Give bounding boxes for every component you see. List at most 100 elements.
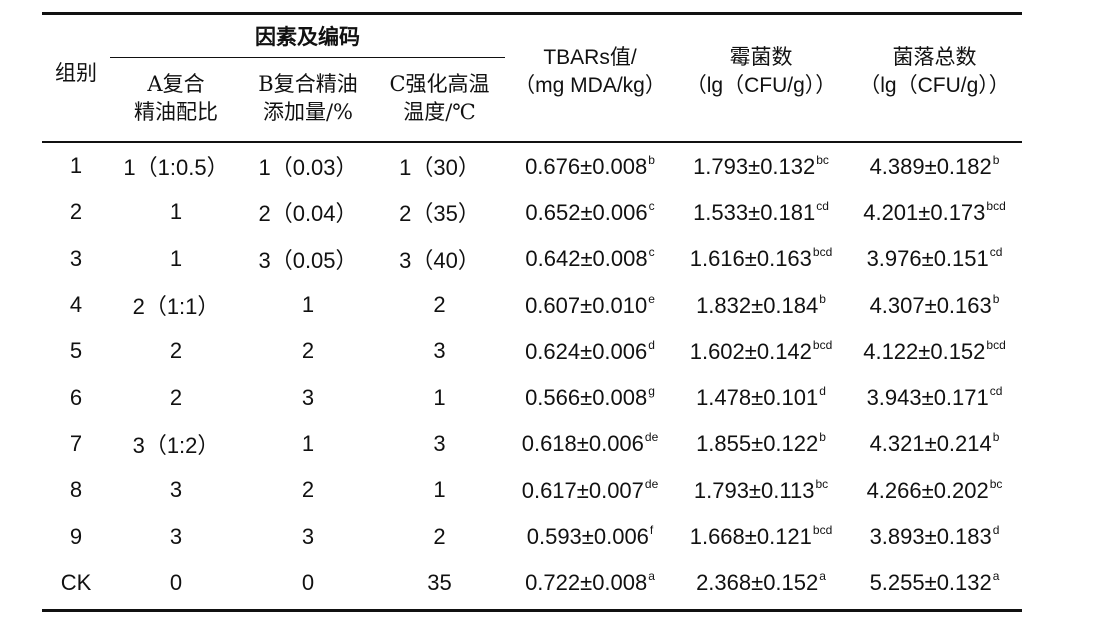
total-colony-cell-value: 4.389±0.182 [869,153,992,179]
group-cell-value: 3 [69,245,83,271]
significance-letter: b [819,430,826,445]
significance-letter: bcd [812,245,833,260]
tbars-header: TBARs值/ （mg MDA/kg） [505,44,675,100]
factor-b-cell-value: 1 [301,292,315,318]
tbars-cell-value: 0.624±0.006 [525,338,648,364]
group-cell-value: 5 [69,338,83,364]
factor-c-cell-value: 3 [433,338,446,364]
significance-letter: bc [989,476,1003,491]
significance-letter: e [648,291,655,306]
tbars-header-line1: TBARs值/ [543,46,637,69]
factor-c-cell-value: 2 [433,292,446,318]
mold-count-cell-value: 1.616±0.163 [689,246,812,272]
table-row: 8 3 2 1 0.617±0.007de 1.793±0.113bc 4.266±0.20… [42,467,1022,513]
significance-letter: a [819,569,826,584]
factor-c-cell: 3 [374,421,505,467]
total-colony-cell-value: 4.122±0.152 [863,338,986,364]
total-colony-cell-value: 4.201±0.173 [863,199,986,225]
factor-b-cell: 2 [242,328,374,374]
significance-letter: b [992,291,1000,306]
total-colony-cell-value: 4.266±0.202 [866,477,989,503]
factor-b-cell: 1 [242,421,374,467]
total-colony-header-line2: （lg（CFU/g）） [859,74,1010,97]
mold-count-header-line2: （lg（CFU/g）） [685,74,837,97]
tbars-cell-value: 0.617±0.007 [521,477,644,503]
total-colony-cell: 3.893±0.183d [847,513,1022,559]
table-row: 5 2 2 3 0.624±0.006d 1.602±0.142bcd 4.122±0.15… [42,328,1022,374]
significance-letter: c [648,198,655,213]
data-table-body: 1 1（1:0.5） 1（0.03） 1（30） 0.676±0.008b 1.793±0… [42,143,1022,606]
group-cell-value: 6 [69,384,83,410]
mold-count-cell-value: 1.832±0.184 [696,292,819,318]
table-row: 9 3 3 2 0.593±0.006f 1.668±0.121bcd 3.893±0.18… [42,513,1022,559]
group-cell-value: 4 [69,292,83,318]
mold-count-cell: 1.832±0.184b [675,282,847,328]
factor-a-cell: 1 [110,189,242,235]
tbars-cell-value: 0.593±0.006 [526,524,649,550]
total-colony-cell-value: 5.255±0.132 [869,570,992,596]
factor-b-cell-value: 2 [301,338,315,364]
factor-c-header-line1: C强化高温 [389,72,490,96]
significance-letter: b [819,291,826,306]
tbars-cell-value: 0.652±0.006 [525,199,648,225]
factor-b-header-line2: 添加量/% [262,100,354,124]
tbars-cell-value: 0.607±0.010 [525,292,648,318]
total-colony-cell-value: 4.307±0.163 [869,292,992,318]
mold-count-cell-value: 1.793±0.132 [693,153,816,179]
significance-letter: c [648,245,655,260]
factor-a-cell-value: 2 [169,384,183,410]
factor-a-cell-value: 1 [169,245,183,271]
table-row: 2 1 2（0.04） 2（35） 0.652±0.006c 1.533±0.181cd 4… [42,189,1022,235]
table-top-rule [42,12,1022,15]
mold-count-cell: 1.855±0.122b [675,421,847,467]
factor-a-cell: 3（1:2） [110,421,242,467]
significance-letter: f [649,523,654,538]
factor-a-cell-value: 1（1:0.5） [123,155,229,181]
factor-b-cell: 3（0.05） [242,236,374,282]
factor-b-cell-value: 3（0.05） [258,247,358,273]
factor-b-cell: 2 [242,467,374,513]
factor-a-header: A复合 精油配比 [110,70,242,126]
significance-letter: de [644,476,659,491]
factor-a-cell-value: 1 [169,199,183,225]
group-cell: 7 [42,421,110,467]
tbars-cell: 0.676±0.008b [505,143,675,189]
group-cell: 6 [42,374,110,420]
significance-letter: cd [989,384,1003,399]
factor-a-header-line1: A复合 [147,72,205,96]
factor-a-cell: 1（1:0.5） [110,143,242,189]
significance-letter: cd [816,198,829,213]
factor-a-cell-value: 3（1:2） [132,432,220,458]
factor-a-cell-value: 3 [169,477,183,503]
group-cell: 3 [42,236,110,282]
factor-c-cell-value: 1 [433,384,446,410]
total-colony-cell: 5.255±0.132a [847,560,1022,606]
factor-a-cell-value: 0 [169,569,183,595]
mold-count-header-line1: 霉菌数 [729,46,793,69]
factor-b-cell-value: 1 [301,430,315,456]
total-colony-cell-value: 3.976±0.151 [866,246,989,272]
factor-c-cell-value: 1（30） [399,155,480,181]
significance-letter: b [992,430,1000,445]
header-bottom-rule [42,141,1022,143]
factor-b-cell-value: 2（0.04） [258,201,358,227]
table-row: 6 2 3 1 0.566±0.008g 1.478±0.101d 3.943±0.171c… [42,374,1022,420]
mold-count-cell-value: 1.793±0.113 [693,477,815,503]
factor-b-cell: 3 [242,513,374,559]
tbars-cell-value: 0.722±0.008 [525,570,648,596]
significance-letter: bcd [986,337,1006,352]
factor-a-cell: 3 [110,513,242,559]
factor-c-cell-value: 1 [433,477,446,503]
significance-letter: cd [989,245,1003,260]
factor-b-cell-value: 3 [301,523,315,549]
group-cell-value: CK [60,569,92,595]
factor-c-cell: 1（30） [374,143,505,189]
tbars-cell: 0.722±0.008a [505,560,675,606]
mold-count-cell: 1.602±0.142bcd [675,328,847,374]
factor-a-cell: 2 [110,328,242,374]
factor-c-cell: 3（40） [374,236,505,282]
tbars-cell: 0.607±0.010e [505,282,675,328]
factor-b-cell: 3 [242,374,374,420]
data-table: 1 1（1:0.5） 1（0.03） 1（30） 0.676±0.008b 1.793±0… [42,143,1022,606]
tbars-cell: 0.593±0.006f [505,513,675,559]
